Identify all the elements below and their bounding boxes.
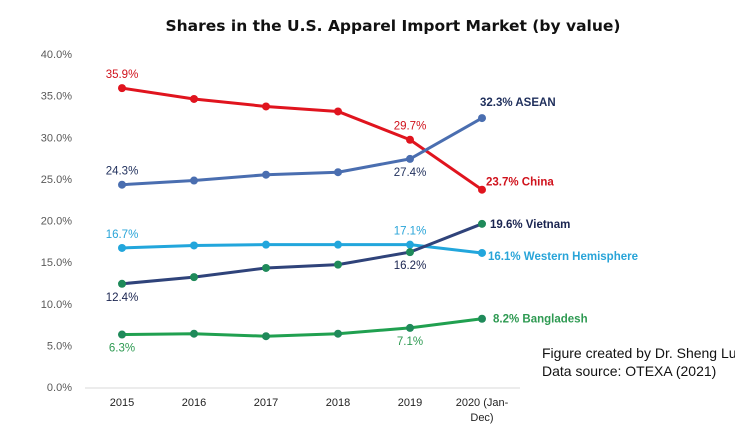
data-point-asean — [478, 114, 486, 123]
series-line-bangladesh — [120, 317, 484, 338]
x-tick-label: 2018 — [326, 397, 350, 409]
data-point-western-hemisphere — [262, 240, 270, 249]
data-point-china — [190, 94, 198, 103]
data-label-asean: 24.3% — [106, 166, 139, 178]
credit-source: Data source: OTEXA (2021) — [542, 363, 717, 379]
end-label-asean: 32.3% ASEAN — [480, 97, 556, 109]
y-tick-label: 30.0% — [41, 132, 72, 144]
data-point-vietnam — [406, 248, 414, 257]
data-point-china — [334, 107, 342, 116]
x-tick-label: 2017 — [254, 397, 278, 409]
series-line-asean — [120, 116, 484, 187]
x-axis: 2015 2016 2017 2018 2019 2020 (Jan- Dec) — [110, 397, 509, 424]
data-label-western-hemisphere: 17.1% — [394, 226, 427, 238]
data-label-vietnam: 12.4% — [106, 292, 139, 304]
data-point-vietnam — [118, 279, 126, 288]
data-point-bangladesh — [478, 314, 486, 323]
data-point-asean — [190, 176, 198, 185]
credit-author: Figure created by Dr. Sheng Lu — [542, 345, 735, 361]
data-point-asean — [406, 154, 414, 163]
data-point-bangladesh — [118, 330, 126, 339]
data-label-western-hemisphere: 16.7% — [106, 229, 139, 241]
data-label-china: 35.9% — [106, 69, 139, 81]
x-tick-label: 2015 — [110, 397, 134, 409]
data-point-china — [118, 84, 126, 93]
y-tick-label: 10.0% — [41, 299, 72, 311]
data-point-vietnam — [190, 273, 198, 282]
data-point-bangladesh — [334, 329, 342, 338]
data-point-western-hemisphere — [118, 243, 126, 252]
y-axis: 0.0% 5.0% 10.0% 15.0% 20.0% 25.0% 30.0% 35.0% 40… — [41, 49, 72, 394]
chart-title: Shares in the U.S. Apparel Import Market… — [165, 17, 620, 35]
series-china — [118, 84, 486, 194]
end-label-china: 23.7% China — [486, 177, 554, 189]
data-point-china — [478, 185, 486, 194]
data-label-bangladesh: 6.3% — [109, 343, 135, 355]
data-point-vietnam — [262, 263, 270, 272]
data-point-china — [262, 102, 270, 111]
data-point-western-hemisphere — [334, 240, 342, 249]
data-point-asean — [262, 170, 270, 179]
end-label-vietnam: 19.6% Vietnam — [490, 219, 570, 231]
data-point-bangladesh — [406, 323, 414, 332]
data-label-bangladesh: 7.1% — [397, 336, 423, 348]
x-tick-label: Dec) — [470, 412, 493, 424]
data-label-china: 29.7% — [394, 121, 427, 133]
data-point-western-hemisphere — [478, 248, 486, 257]
data-point-western-hemisphere — [190, 241, 198, 250]
x-tick-label: 2019 — [398, 397, 422, 409]
series-vietnam — [118, 219, 486, 288]
y-tick-label: 20.0% — [41, 216, 72, 228]
data-point-asean — [118, 180, 126, 189]
y-tick-label: 25.0% — [41, 174, 72, 186]
end-label-bangladesh: 8.2% Bangladesh — [493, 314, 588, 326]
data-point-vietnam — [478, 219, 486, 228]
data-label-vietnam: 16.2% — [394, 260, 427, 272]
data-point-western-hemisphere — [406, 240, 414, 249]
data-point-china — [406, 135, 414, 144]
y-tick-label: 0.0% — [47, 382, 72, 394]
data-label-asean: 27.4% — [394, 167, 427, 179]
x-tick-label: 2020 (Jan- — [456, 397, 509, 409]
y-tick-label: 5.0% — [47, 340, 72, 352]
end-label-western-hemisphere: 16.1% Western Hemisphere — [488, 251, 638, 263]
y-tick-label: 40.0% — [41, 49, 72, 61]
series-asean — [118, 114, 486, 189]
series-line-china — [120, 86, 484, 192]
data-labels: 35.9% 29.7% 23.7% China 24.3% 27.4% 32.3% ASE… — [106, 69, 638, 354]
data-point-bangladesh — [190, 329, 198, 338]
data-point-asean — [334, 168, 342, 177]
series-line-vietnam — [120, 222, 484, 286]
figure-credit: Figure created by Dr. Sheng Lu Data sour… — [542, 344, 735, 380]
y-tick-label: 35.0% — [41, 91, 72, 103]
series-group — [118, 84, 486, 341]
y-tick-label: 15.0% — [41, 257, 72, 269]
x-tick-label: 2016 — [182, 397, 206, 409]
data-point-bangladesh — [262, 332, 270, 341]
data-point-vietnam — [334, 260, 342, 269]
series-bangladesh — [118, 314, 486, 341]
